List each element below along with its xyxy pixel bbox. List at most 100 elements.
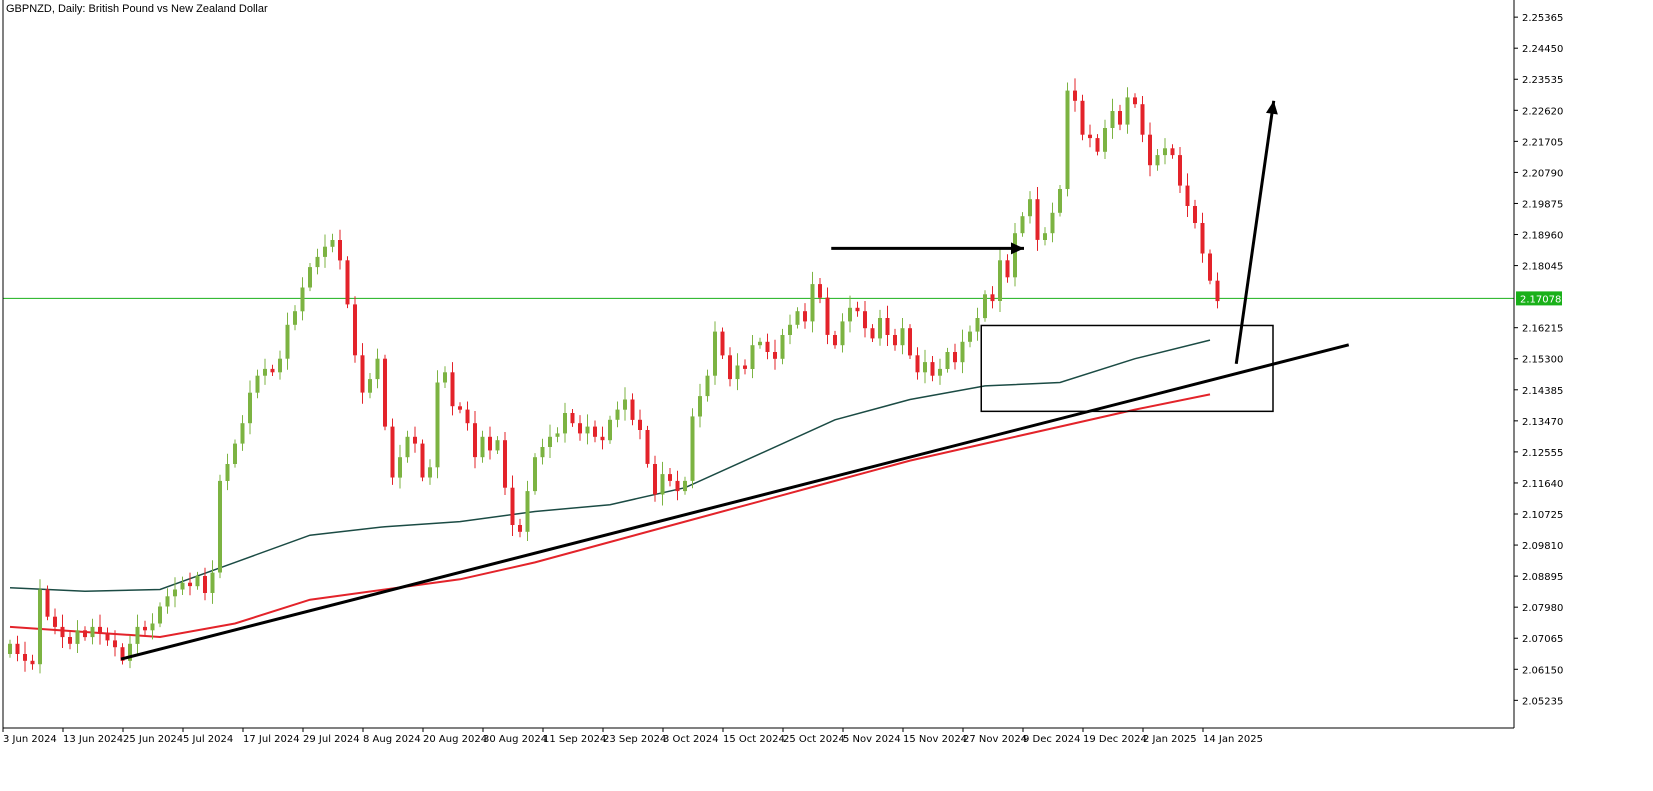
candle (810, 271, 815, 333)
candle (38, 579, 42, 674)
candle-body (630, 399, 635, 420)
candle (1155, 149, 1160, 171)
candle (375, 348, 380, 389)
candle-body (1110, 111, 1115, 128)
x-tick-label: 15 Nov 2024 (903, 734, 967, 745)
y-tick-label: 2.19875 (1522, 199, 1563, 210)
candle-body (15, 643, 20, 654)
candle (998, 248, 1002, 312)
candle-body (840, 321, 845, 346)
current-price-label: 2.17078 (1516, 291, 1562, 306)
candle (428, 459, 432, 485)
candle-body (525, 491, 530, 532)
candle (270, 364, 275, 376)
candle (495, 436, 500, 454)
candle (480, 430, 485, 463)
candle-body (473, 423, 477, 458)
candle (128, 635, 132, 669)
candle (188, 572, 192, 596)
candle (780, 328, 785, 365)
y-tick-label: 2.23535 (1522, 75, 1563, 86)
candle (158, 602, 162, 628)
candle-body (345, 260, 350, 305)
candle-body (1095, 138, 1100, 152)
candle (690, 408, 695, 489)
ma-slow-line (9, 393, 1211, 639)
candle (210, 560, 215, 604)
candle-body (1170, 148, 1175, 156)
candle-body (683, 480, 687, 492)
candle-body (1043, 233, 1047, 240)
candle (23, 641, 27, 672)
candle (728, 347, 732, 387)
y-tick-label: 2.25365 (1522, 13, 1563, 24)
candle (345, 256, 350, 309)
candle-body (803, 311, 807, 322)
candle-body (1200, 223, 1205, 254)
y-tick-label: 2.12555 (1522, 448, 1563, 459)
y-tick-label: 2.14385 (1522, 386, 1563, 397)
horizontal-arrow-head (1011, 242, 1024, 255)
candle-body (623, 399, 627, 410)
candle (863, 301, 867, 338)
candle (518, 518, 522, 538)
candle (15, 635, 20, 662)
candle (1163, 138, 1167, 165)
candle-body (968, 331, 972, 342)
candle-body (945, 352, 950, 369)
candle-body (870, 328, 875, 339)
candle (743, 359, 747, 375)
candle-body (1035, 199, 1040, 240)
x-tick-label: 29 Jul 2024 (303, 734, 360, 745)
y-tick-label: 2.20790 (1522, 168, 1563, 179)
candle (953, 343, 957, 370)
horizontal-arrow (831, 242, 1024, 255)
candle-body (1080, 100, 1085, 135)
candle-body (165, 596, 170, 607)
current-price-label-text: 2.17078 (1520, 294, 1561, 305)
candle (413, 426, 417, 453)
candle (1193, 199, 1197, 229)
candle-body (53, 616, 57, 627)
candle-body (510, 487, 515, 525)
candle-body (608, 419, 612, 441)
candle-body (495, 440, 500, 451)
y-tick-label: 2.07065 (1522, 634, 1563, 645)
candle-body (893, 335, 897, 346)
candle (713, 321, 717, 385)
axes: 2.25365 2.24450 2.23535 2.22620 2.21705 2.207… (2, 0, 1563, 745)
candle (450, 362, 455, 416)
candle-body (330, 240, 335, 247)
candle (915, 347, 920, 380)
candle (1170, 144, 1175, 159)
y-tick-label: 2.13470 (1522, 417, 1563, 428)
candle-body (360, 355, 365, 393)
candle (1073, 78, 1077, 112)
candle (1043, 227, 1047, 246)
candle-body (833, 335, 837, 346)
candle-body (818, 284, 822, 298)
candle-body (1103, 128, 1107, 152)
candle-body (1193, 206, 1197, 223)
candle (113, 630, 117, 657)
y-tick-label: 2.11640 (1522, 479, 1563, 490)
candle-body (548, 436, 552, 447)
candle-body (750, 345, 755, 369)
candle (1080, 94, 1085, 141)
candle (795, 307, 800, 329)
candle (705, 369, 710, 402)
y-tick-label: 2.10725 (1522, 510, 1563, 521)
x-tick-label: 25 Oct 2024 (783, 734, 845, 745)
candle-body (720, 331, 725, 356)
x-tick-label: 15 Oct 2024 (723, 734, 785, 745)
x-tick-label: 25 Jun 2024 (123, 734, 183, 745)
candle (255, 369, 260, 399)
candle-body (735, 365, 740, 380)
candle (1095, 134, 1100, 156)
candle-body (173, 589, 177, 597)
candle-body (1208, 253, 1212, 281)
candle (548, 424, 552, 458)
candle (555, 427, 560, 443)
candle-body (593, 426, 597, 437)
